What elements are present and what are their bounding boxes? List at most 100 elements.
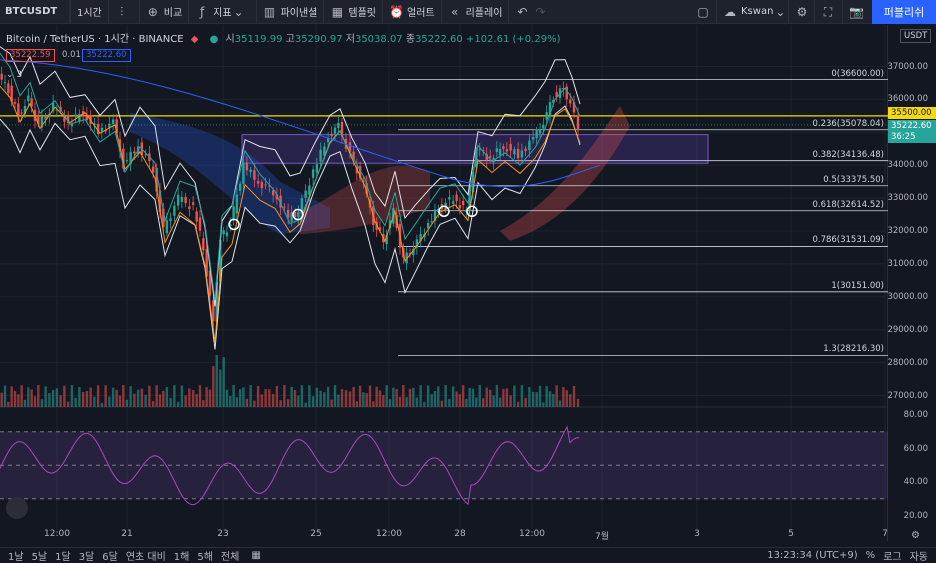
undo-icon: ↶ <box>517 4 528 19</box>
indicator-toggle[interactable]: ⌄ 3 <box>6 70 22 80</box>
candle-body <box>535 129 538 139</box>
range-button[interactable]: 1달 <box>55 552 71 563</box>
volume-bar <box>398 396 402 407</box>
volume-bar <box>465 398 468 407</box>
candle-body <box>144 154 147 156</box>
fullscreen-button[interactable]: ⛶ <box>814 0 845 24</box>
volume-bar <box>300 385 304 407</box>
auto-toggle[interactable]: 자동 <box>909 552 928 563</box>
candle-body <box>40 116 44 128</box>
range-button[interactable]: 1해 <box>173 552 190 563</box>
price-tick-label: 31000.00 <box>887 258 928 269</box>
volume-bar <box>426 385 430 407</box>
range-button[interactable]: 6달 <box>102 552 118 563</box>
candle-body <box>385 234 388 245</box>
range-button[interactable]: 연초 대비 <box>125 552 166 563</box>
compare-button[interactable]: ⊕ 비교 <box>138 0 188 24</box>
candle-body <box>365 183 368 195</box>
range-button[interactable]: 1날 <box>8 552 24 563</box>
symbol-search[interactable]: BTCUSDT <box>0 0 70 24</box>
volume-bar <box>17 394 20 407</box>
replay-button[interactable]: « 리플레이 <box>440 0 509 24</box>
volume-bar <box>40 399 44 407</box>
range-button[interactable]: 5날 <box>31 552 48 563</box>
volume-bar <box>129 386 132 407</box>
candle-body <box>509 144 512 151</box>
price-axis[interactable]: USDT 37000.0036000.0035000.0034000.00330… <box>887 25 936 541</box>
log-toggle[interactable]: 로그 <box>883 552 902 563</box>
alert-dot-icon: ◆ <box>190 34 199 45</box>
currency-badge[interactable]: USDT <box>900 29 932 43</box>
candle-body <box>222 230 225 235</box>
axis-settings-icon[interactable]: ⚙ <box>911 530 920 541</box>
tradingview-logo-icon[interactable] <box>6 497 28 519</box>
chart-canvas[interactable] <box>0 25 888 541</box>
volume-bar <box>461 385 465 407</box>
volume-bar <box>264 388 267 407</box>
range-button[interactable]: 3달 <box>78 552 95 563</box>
candle-body <box>85 114 89 121</box>
volume-bar <box>348 391 352 407</box>
financials-button[interactable]: ▥ 파이낸셜 <box>255 0 324 24</box>
candle-body <box>235 194 239 214</box>
volume-bar <box>385 385 388 407</box>
range-button[interactable]: 5해 <box>197 552 213 563</box>
volume-bar <box>253 400 256 407</box>
undo-button[interactable]: ↶ ↷ <box>508 0 557 24</box>
candle-body <box>215 282 218 322</box>
chart-type-button[interactable]: ⫶ <box>107 0 139 24</box>
candle-body <box>133 151 136 154</box>
volume-bar <box>315 387 319 407</box>
buy-price-box[interactable]: 35222.60 <box>82 49 131 62</box>
candle-body <box>180 196 184 202</box>
time-tick-label: 28 <box>454 529 466 539</box>
candle-body <box>256 181 260 184</box>
candle-body <box>552 99 555 103</box>
volume-bar <box>93 396 96 407</box>
candle-body <box>415 239 419 248</box>
clock[interactable]: 13:23:34 (UTC+9) <box>767 550 858 561</box>
publish-button[interactable]: 퍼블리쉬 <box>872 0 936 24</box>
candle-body <box>111 119 115 124</box>
candle-body <box>44 117 47 120</box>
candle-body <box>55 109 59 111</box>
calendar-icon[interactable]: ▦ <box>251 550 261 561</box>
volume-bar <box>558 400 562 407</box>
volume-bar <box>184 395 187 407</box>
volume-bar <box>136 389 140 407</box>
layout-button[interactable]: ▢ <box>690 0 720 24</box>
volume-bar <box>104 385 107 407</box>
range-button[interactable]: 전체 <box>220 552 240 563</box>
candle-body <box>471 171 475 193</box>
user-label: Kswan <box>741 6 774 17</box>
candle-body <box>100 127 104 132</box>
interval-button[interactable]: 1시간 <box>70 0 108 24</box>
moving-average <box>0 59 601 188</box>
alert-button[interactable]: ⏰ 얼러트 <box>382 0 441 24</box>
settings-button[interactable]: ⚙ <box>788 0 819 24</box>
candle-body <box>208 270 212 296</box>
snapshot-button[interactable]: 📷 <box>842 0 873 24</box>
volume-bar <box>495 385 499 407</box>
candle-body <box>268 185 271 187</box>
user-button[interactable]: ☁ Kswan ⌄ <box>716 0 797 24</box>
candle-body <box>78 113 81 122</box>
volume-bar <box>520 385 524 407</box>
indicators-button[interactable]: ƒ 지표 ⌄ <box>188 0 255 24</box>
bollinger-upper <box>0 46 581 307</box>
price-tick-label: 27000.00 <box>887 390 928 401</box>
sell-price-box[interactable]: 35222.59 <box>6 49 55 62</box>
candle-body <box>13 102 17 104</box>
candle-body <box>202 238 205 251</box>
price-tick-label: 36000.00 <box>887 94 928 105</box>
percent-toggle[interactable]: % <box>865 550 876 561</box>
moving-average <box>0 85 581 343</box>
volume-bar <box>423 401 426 407</box>
volume-bar <box>333 385 337 407</box>
volume-bar <box>3 385 7 407</box>
chart-area[interactable] <box>0 25 888 541</box>
candle-body <box>513 149 516 155</box>
volume-bar <box>408 388 412 407</box>
templates-button[interactable]: ▦ 템플릿 <box>323 0 382 24</box>
volume-bar <box>482 398 485 407</box>
